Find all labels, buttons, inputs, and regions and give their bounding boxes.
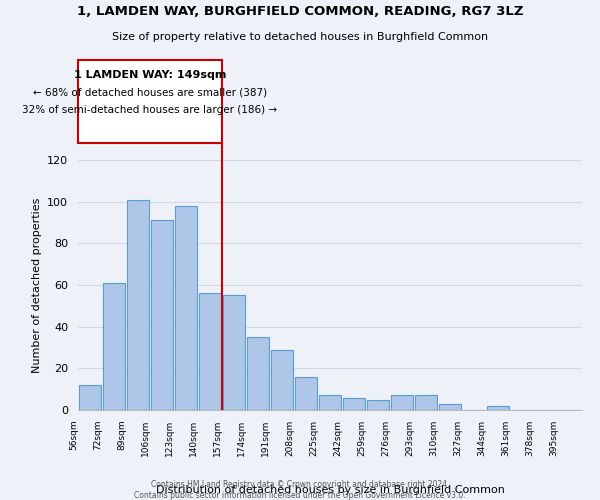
Text: 1, LAMDEN WAY, BURGHFIELD COMMON, READING, RG7 3LZ: 1, LAMDEN WAY, BURGHFIELD COMMON, READIN… — [77, 5, 523, 18]
Bar — [439, 404, 461, 410]
Text: 32% of semi-detached houses are larger (186) →: 32% of semi-detached houses are larger (… — [22, 105, 278, 115]
Bar — [319, 396, 341, 410]
Bar — [295, 376, 317, 410]
Text: ← 68% of detached houses are smaller (387): ← 68% of detached houses are smaller (38… — [33, 88, 267, 98]
Bar — [415, 396, 437, 410]
Y-axis label: Number of detached properties: Number of detached properties — [32, 198, 41, 372]
Text: Contains HM Land Registry data © Crown copyright and database right 2024.
Contai: Contains HM Land Registry data © Crown c… — [134, 480, 466, 500]
Bar — [271, 350, 293, 410]
Bar — [199, 294, 221, 410]
Bar — [127, 200, 149, 410]
Text: Distribution of detached houses by size in Burghfield Common: Distribution of detached houses by size … — [155, 485, 505, 495]
Bar — [103, 283, 125, 410]
Bar — [247, 337, 269, 410]
Text: 1 LAMDEN WAY: 149sqm: 1 LAMDEN WAY: 149sqm — [74, 70, 226, 80]
Bar — [367, 400, 389, 410]
Text: Size of property relative to detached houses in Burghfield Common: Size of property relative to detached ho… — [112, 32, 488, 42]
Bar — [223, 296, 245, 410]
Bar — [175, 206, 197, 410]
Bar — [151, 220, 173, 410]
Bar — [487, 406, 509, 410]
Bar — [343, 398, 365, 410]
Bar — [79, 385, 101, 410]
Bar — [391, 396, 413, 410]
